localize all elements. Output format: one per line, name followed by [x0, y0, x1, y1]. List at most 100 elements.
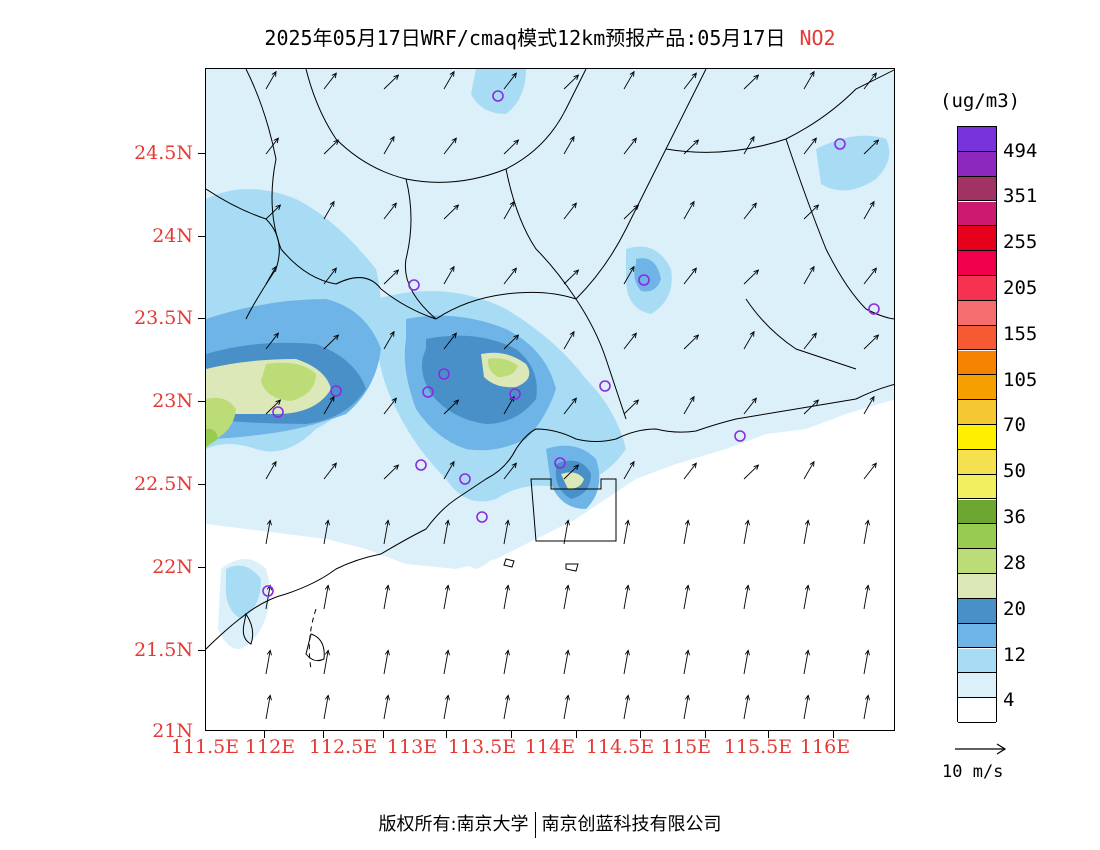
- wind-arrow: [743, 74, 760, 90]
- wind-arrow: [683, 139, 700, 155]
- coastline-and-borders: [206, 69, 894, 670]
- station-marker: [734, 430, 746, 442]
- lon-tick: [323, 731, 324, 738]
- wind-arrow: [323, 72, 337, 90]
- field-50-c: [488, 358, 518, 377]
- wind-arrow: [323, 395, 335, 415]
- wind-arrow: [683, 584, 690, 610]
- station-marker: [272, 406, 284, 418]
- province-border-5: [305, 69, 587, 183]
- footer: 版权所有:南京大学 南京创蓝科技有限公司: [0, 810, 1100, 838]
- lon-label: 114.5E: [585, 736, 655, 758]
- province-border-7: [505, 168, 577, 300]
- wind-arrow: [803, 399, 820, 415]
- lon-tick: [446, 731, 447, 738]
- lat-tick: [198, 650, 205, 651]
- wind-arrow: [743, 519, 750, 545]
- wind-arrow: [563, 74, 580, 90]
- lon-tick: [383, 731, 384, 738]
- wind-arrow: [265, 265, 277, 285]
- colorbar-swatch: [958, 474, 996, 500]
- wind-arrow: [265, 137, 279, 155]
- colorbar-swatch: [958, 151, 996, 177]
- wind-arrow: [323, 462, 337, 480]
- footer-separator: [534, 812, 536, 838]
- field-low-s: [431, 496, 499, 569]
- wind-arrow: [323, 267, 337, 285]
- wind-arrow: [265, 649, 272, 675]
- lon-label: 113.5E: [447, 736, 517, 758]
- lon-tick: [768, 731, 769, 738]
- lon-label: 114E: [524, 736, 576, 758]
- wind-arrow: [803, 519, 810, 545]
- lon-tick: [640, 731, 641, 738]
- colorbar-swatch: [958, 698, 996, 723]
- wind-arrow: [803, 694, 810, 720]
- wind-arrow: [803, 584, 810, 610]
- wind-arrow: [265, 694, 272, 720]
- field-12-ne: [816, 135, 890, 191]
- lat-label: 22N: [152, 556, 193, 578]
- species-label: NO2: [799, 26, 836, 50]
- colorbar-swatch: [958, 350, 996, 376]
- province-border-3: [575, 69, 707, 300]
- wind-arrow: [623, 649, 630, 675]
- station-marker: [509, 388, 521, 400]
- wind-arrow: [803, 332, 817, 350]
- wind-arrow: [503, 462, 517, 480]
- colorbar-label: 255: [1003, 231, 1038, 253]
- lon-tick: [705, 731, 706, 738]
- lat-label: 22.5N: [134, 473, 193, 495]
- lat-tick: [198, 401, 205, 402]
- wind-arrow: [863, 200, 875, 220]
- company-text: 南京创蓝科技有限公司: [541, 814, 722, 835]
- wind-arrow: [563, 135, 575, 155]
- lon-label: 116E: [799, 736, 851, 758]
- wind-arrow: [623, 70, 635, 90]
- wind-arrow: [323, 200, 335, 220]
- colorbar: [957, 126, 997, 723]
- wind-arrow: [863, 267, 877, 285]
- colorbar-swatch: [958, 499, 996, 525]
- lon-tick: [576, 731, 577, 738]
- coastline: [206, 384, 894, 650]
- colorbar-swatch: [958, 400, 996, 425]
- wind-arrow: [683, 72, 697, 90]
- wind-arrow: [743, 202, 757, 220]
- wind-arrow: [323, 649, 330, 675]
- wind-arrow: [683, 462, 697, 480]
- wind-arrow: [503, 200, 515, 220]
- colorbar-label: 4: [1003, 689, 1015, 711]
- wind-arrow: [323, 139, 340, 155]
- lat-label: 21.5N: [134, 639, 193, 661]
- station-marker: [422, 386, 434, 398]
- wind-arrow: [863, 334, 880, 350]
- station-marker: [834, 138, 846, 150]
- colorbar-label: 155: [1003, 323, 1038, 345]
- colorbar-swatch: [958, 375, 996, 401]
- wind-arrow: [383, 202, 397, 220]
- wind-arrow: [443, 265, 455, 285]
- wind-arrow: [803, 265, 815, 285]
- wind-arrow: [503, 649, 510, 675]
- colorbar-swatch: [958, 251, 996, 276]
- wind-arrow: [623, 332, 637, 350]
- lon-tick: [511, 731, 512, 738]
- station-marker: [599, 380, 611, 392]
- province-border-4: [665, 69, 894, 153]
- lat-label: 21N: [152, 720, 193, 742]
- lat-tick: [198, 318, 205, 319]
- station-marker: [868, 303, 880, 315]
- wind-arrow: [383, 269, 400, 285]
- colorbar-swatch: [958, 425, 996, 450]
- province-border-6: [404, 178, 437, 320]
- wind-arrow: [803, 204, 820, 220]
- wind-arrow: [623, 694, 630, 720]
- colorbar-swatch: [958, 648, 996, 674]
- wind-arrow: [563, 202, 577, 220]
- wind-arrow: [743, 269, 760, 285]
- wind-arrow: [743, 135, 755, 155]
- field-50-w2: [261, 362, 316, 401]
- wind-arrow: [383, 519, 390, 545]
- lon-tick: [833, 731, 834, 738]
